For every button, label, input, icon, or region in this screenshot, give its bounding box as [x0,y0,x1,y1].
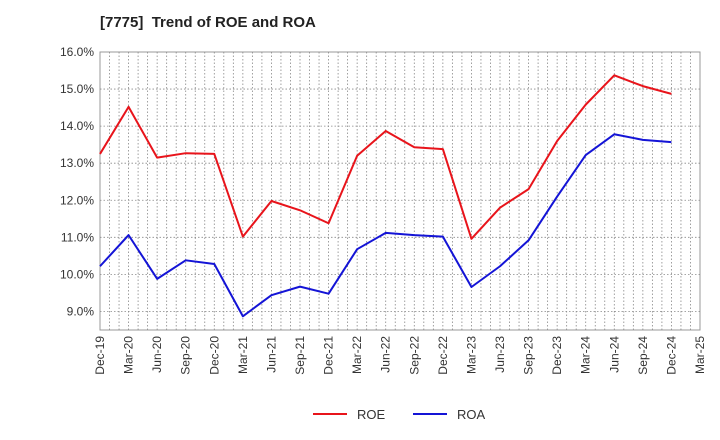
x-tick-label: Mar-24 [579,336,593,374]
y-tick-label: 14.0% [60,119,94,133]
y-tick-label: 10.0% [60,267,94,281]
x-tick-label: Mar-22 [350,336,364,374]
y-tick-label: 12.0% [60,193,94,207]
legend: ROE ROA [313,407,486,422]
series-line-roe [99,74,672,240]
x-tick-label: Dec-24 [664,336,678,375]
x-tick-label: Jun-23 [493,336,507,373]
x-gridlines [109,52,691,330]
x-tick-label: Jun-22 [379,336,393,373]
y-tick-label: 15.0% [60,82,94,96]
x-tick-label: Mar-25 [693,336,707,374]
x-tick-label: Dec-21 [322,336,336,375]
x-tick-label: Dec-23 [550,336,564,375]
x-tick-label: Dec-19 [93,336,107,375]
y-tick-label: 11.0% [61,230,94,244]
x-tick-label: Sep-23 [522,336,536,375]
plot-area [99,51,701,331]
legend-label-roe: ROE [357,407,386,422]
x-tick-label: Dec-20 [207,336,221,375]
y-axis-tick-labels: 9.0% 10.0% 11.0% 12.0% 13.0% 14.0% 15.0% 16.0% [60,45,94,318]
x-tick-label: Jun-20 [150,336,164,373]
y-tick-label: 9.0% [67,304,95,318]
x-tick-label: Jun-21 [264,336,278,373]
chart-title: [7775] Trend of ROE and ROA [100,14,316,31]
x-tick-label: Mar-21 [236,336,250,374]
x-tick-label: Dec-22 [436,336,450,375]
series-lines [99,74,672,318]
x-tick-label: Sep-22 [407,336,421,375]
series-line-roa [99,133,672,318]
x-tick-label: Sep-24 [636,336,650,375]
x-tick-label: Sep-21 [293,336,307,375]
x-tick-label: Sep-20 [179,336,193,375]
x-axis-tick-labels: Dec-19 Mar-20 Jun-20 Sep-20 Dec-20 Mar-21 Jun-… [93,336,707,375]
y-tick-label: 13.0% [60,156,94,170]
x-tick-label: Mar-23 [464,336,478,374]
y-tick-label: 16.0% [60,45,94,59]
legend-label-roa: ROA [457,407,486,422]
x-tick-label: Jun-24 [607,336,621,373]
x-tick-label: Mar-20 [122,336,136,374]
